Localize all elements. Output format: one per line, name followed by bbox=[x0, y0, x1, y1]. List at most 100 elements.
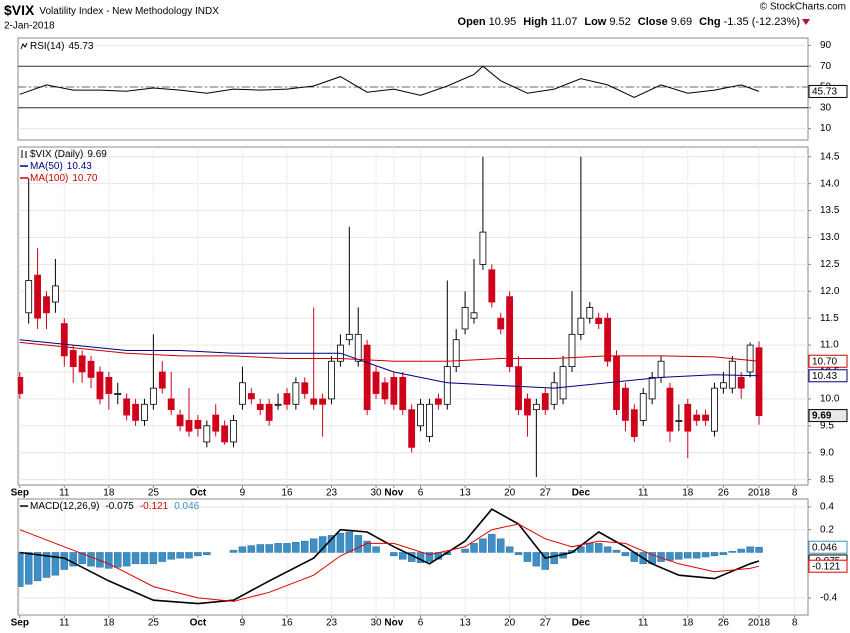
candle-body bbox=[283, 393, 291, 405]
plot-area bbox=[18, 44, 808, 130]
histogram-bar bbox=[666, 552, 674, 561]
quote-label: Low bbox=[584, 16, 606, 28]
histogram-bar bbox=[167, 552, 175, 560]
histogram-bar bbox=[105, 552, 113, 569]
y-tick-label: 12.0 bbox=[820, 286, 840, 297]
histogram-bar bbox=[327, 535, 336, 553]
x-tick-label: Nov bbox=[384, 618, 403, 629]
candle-body bbox=[434, 398, 442, 405]
candle-body bbox=[105, 376, 113, 394]
legend-name: MA(100) bbox=[30, 173, 68, 184]
x-tick-label: Nov bbox=[384, 488, 403, 499]
histogram-bar bbox=[24, 552, 33, 585]
histogram-bar bbox=[51, 552, 60, 576]
header-title: $VIX Volatility Index - New Methodology I… bbox=[4, 2, 219, 18]
candle-body bbox=[176, 414, 184, 427]
legend-value: -0.075 bbox=[105, 501, 134, 512]
candle-body bbox=[586, 307, 594, 319]
histogram-bar bbox=[149, 552, 158, 565]
histogram-bar bbox=[594, 543, 603, 553]
histogram-bar bbox=[621, 552, 630, 557]
histogram-bar bbox=[122, 552, 131, 567]
candle-body bbox=[506, 296, 514, 368]
plot-area bbox=[18, 147, 808, 485]
y-tick-label: 12.5 bbox=[820, 259, 840, 270]
candle-body bbox=[149, 387, 157, 405]
histogram-bar bbox=[461, 548, 469, 553]
histogram-bar bbox=[42, 552, 51, 578]
legend-entry: MA(50) 10.43 bbox=[30, 161, 92, 172]
copyright: © StockCharts.com bbox=[760, 2, 846, 13]
candle-body bbox=[426, 403, 433, 437]
candle-body bbox=[675, 420, 683, 422]
legend-entry: RSI(14) 45.73 bbox=[30, 41, 94, 52]
x-tick-label: 2018 bbox=[748, 488, 771, 499]
candle-body bbox=[274, 403, 282, 406]
histogram-bar bbox=[737, 548, 745, 553]
histogram-bar bbox=[131, 552, 140, 565]
quote-value: 11.07 bbox=[551, 16, 578, 28]
down-arrow bbox=[802, 19, 810, 25]
value-badge-text: 9.69 bbox=[812, 411, 832, 422]
histogram-bar bbox=[256, 544, 265, 553]
y-tick-label: 0.2 bbox=[820, 524, 834, 535]
histogram-bar bbox=[675, 552, 683, 560]
legend-value: -0.121 bbox=[140, 501, 169, 512]
legend-name: RSI(14) bbox=[30, 41, 64, 52]
histogram-bar bbox=[203, 552, 211, 555]
x-tick-label: Oct bbox=[190, 488, 207, 499]
value-badge bbox=[808, 84, 848, 98]
candle-body bbox=[532, 403, 540, 411]
y-tick-label: 0.4 bbox=[820, 502, 834, 513]
quote-label: Open bbox=[458, 16, 486, 28]
x-tick-label: 25 bbox=[148, 488, 160, 499]
histogram-bar bbox=[692, 552, 701, 559]
histogram-bar bbox=[488, 534, 496, 553]
legend-name: MACD(12,26,9) bbox=[30, 501, 99, 512]
histogram-bar bbox=[265, 544, 273, 553]
x-tick-label: 26 bbox=[718, 618, 730, 629]
histogram-bar bbox=[114, 552, 122, 568]
histogram-bar bbox=[505, 546, 514, 553]
candle-body bbox=[711, 387, 718, 432]
candle-body bbox=[212, 414, 220, 432]
quote-value: -1.35 (-12.23%) bbox=[724, 16, 800, 28]
candle-body bbox=[301, 382, 309, 394]
histogram-bar bbox=[399, 552, 407, 560]
candle-body bbox=[319, 398, 326, 405]
histogram-bar bbox=[354, 535, 362, 553]
x-tick-label: 6 bbox=[418, 618, 424, 629]
histogram-bar bbox=[755, 546, 763, 553]
candle-body bbox=[310, 398, 318, 405]
value-badge-text: 0.046 bbox=[812, 542, 837, 553]
histogram-bar bbox=[176, 552, 184, 559]
candle-body bbox=[185, 420, 193, 432]
histogram-bar bbox=[363, 540, 371, 553]
histogram-bar bbox=[496, 538, 505, 553]
histogram-bar bbox=[577, 546, 585, 553]
candle-body bbox=[417, 403, 424, 427]
candle-body bbox=[479, 231, 487, 265]
security-name: Volatility Index - New Methodology INDX bbox=[39, 6, 219, 17]
x-tick-label: 18 bbox=[682, 618, 694, 629]
quote: Open 10.95 High 11.07 Low 9.52 Close 9.69 Chg -1.… bbox=[458, 16, 800, 28]
quote-value: 10.95 bbox=[489, 16, 517, 28]
y-tick-label: 9.5 bbox=[820, 420, 834, 431]
histogram-bar bbox=[479, 538, 487, 553]
series-line bbox=[19, 523, 760, 602]
x-tick-label: 27 bbox=[540, 618, 552, 629]
x-tick-label: 16 bbox=[281, 618, 293, 629]
x-tick-label: 18 bbox=[103, 488, 115, 499]
candle-body bbox=[622, 387, 629, 421]
candle-body bbox=[648, 376, 656, 400]
y-tick-label: 8.5 bbox=[820, 474, 834, 485]
y-tick-label: 90 bbox=[820, 40, 832, 51]
histogram-bar bbox=[390, 552, 398, 557]
histogram-bar bbox=[60, 552, 69, 570]
candle-body bbox=[719, 382, 727, 389]
legend-entry: MACD(12,26,9) -0.075 -0.121 0.046 bbox=[30, 501, 200, 512]
histogram-bar bbox=[274, 543, 282, 553]
series-line bbox=[19, 339, 760, 389]
y-tick-label: 13.0 bbox=[820, 232, 840, 243]
x-tick-label: 13 bbox=[460, 488, 472, 499]
